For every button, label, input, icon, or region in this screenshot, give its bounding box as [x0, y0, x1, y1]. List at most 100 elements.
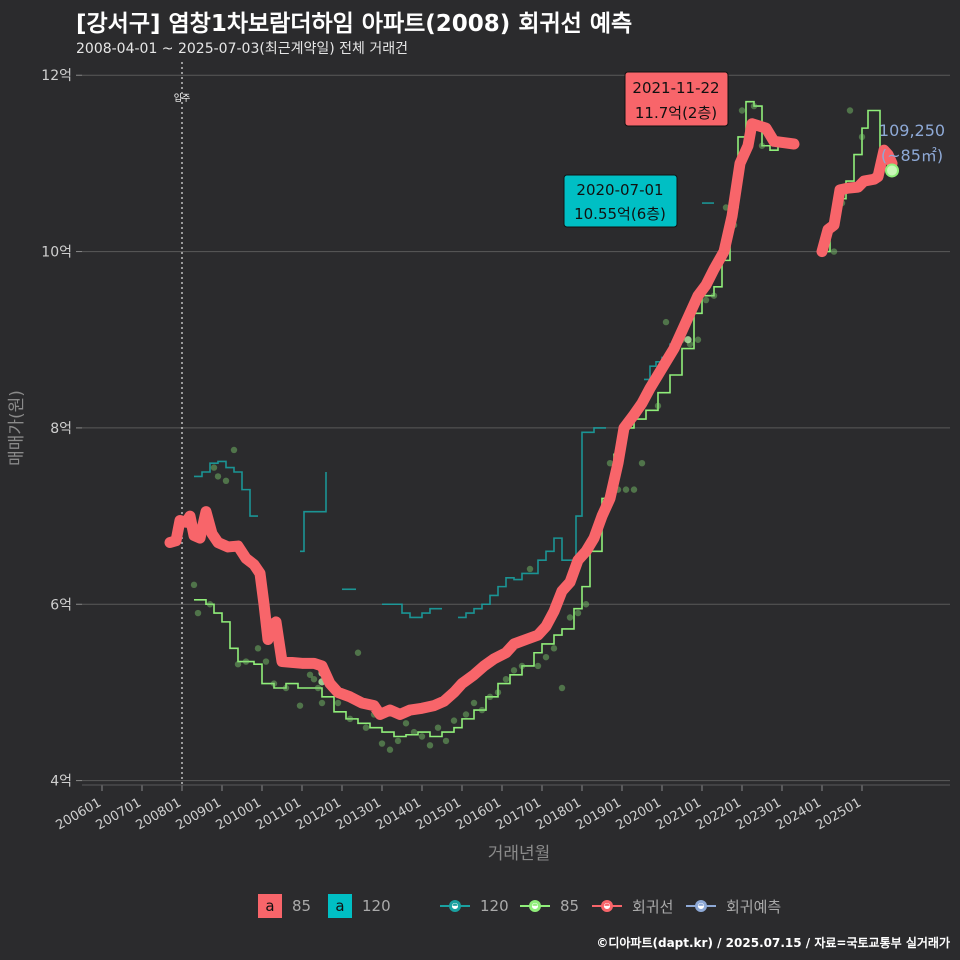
trade-point: [470, 699, 478, 707]
trade-point: [450, 717, 458, 724]
x-tick-label: 202501: [814, 795, 864, 833]
trade-point: [394, 737, 402, 745]
trade-point: [234, 661, 242, 668]
x-tick-label: 200701: [94, 795, 144, 833]
trade-point: [314, 684, 322, 692]
trade-point: [354, 649, 362, 656]
trade-point: [494, 689, 502, 696]
trade-point: [306, 671, 314, 678]
series-120-step-line: [194, 460, 258, 517]
y-tick-label: 6억: [50, 597, 72, 613]
x-tick-labels: 2006012007012008012009012010012011012012…: [54, 795, 864, 833]
y-axis-title: 매매가(원): [7, 390, 27, 466]
x-tick-label: 202201: [694, 795, 744, 833]
legend-line-120: ◒ 120: [440, 892, 509, 920]
trade-point: [478, 706, 486, 714]
y-tick-label: 12억: [41, 68, 72, 84]
annotation-cyan: 2020-07-01 10.55억(6층): [563, 174, 678, 228]
legend-line-120-icon: ◒: [451, 901, 459, 910]
legend-fill-85: a 85: [258, 892, 311, 920]
trade-point: [858, 133, 866, 141]
annotation-cyan-value: 10.55억(6층): [574, 205, 666, 223]
source-caption: ©디아파트(dapt.kr) / 2025.07.15 / 자료=국토교통부 실…: [596, 936, 950, 950]
trade-point: [214, 473, 222, 480]
trade-point: [262, 658, 270, 665]
trade-point: [630, 486, 638, 493]
trade-point: [638, 459, 646, 467]
trade-point: [242, 658, 250, 665]
y-tick-label: 10억: [41, 245, 72, 261]
trade-point: [206, 601, 214, 608]
trade-point: [502, 675, 510, 683]
trade-point: [362, 724, 370, 731]
predict-price-label: 109,250: [879, 121, 945, 140]
trade-point: [830, 248, 838, 255]
annotation-red-date: 2021-11-22: [632, 79, 719, 97]
trade-point: [710, 292, 718, 299]
trade-point: [566, 614, 574, 621]
x-tick-label: 201401: [374, 795, 424, 833]
trade-point: [738, 107, 746, 114]
trade-point: [694, 336, 702, 343]
series-120-step-line: [382, 603, 442, 619]
trade-point: [334, 699, 342, 707]
legend-fill-85-label: 85: [292, 897, 312, 915]
trade-point: [518, 662, 526, 670]
trade-point: [534, 662, 542, 670]
legend-line-120-label: 120: [480, 897, 509, 915]
legend-line-85-icon: ◒: [531, 901, 539, 910]
trade-point: [758, 142, 766, 149]
trade-point: [662, 318, 670, 326]
trade-point: [270, 680, 278, 687]
chart-title: [강서구] 염창1차보람더하임 아파트(2008) 회귀선 예측: [76, 11, 633, 37]
trade-point: [462, 711, 470, 718]
legend-line-regression-icon: ◒: [603, 901, 611, 910]
x-tick-label: 201001: [214, 795, 264, 833]
series-120-step-line: [458, 427, 606, 619]
legend-line-regression-label: 회귀선: [632, 897, 674, 916]
trade-point: [526, 565, 534, 573]
x-tick-label: 202001: [614, 795, 664, 833]
trade-point: [750, 102, 758, 110]
legend-line-85-swatch: ◒: [520, 896, 550, 916]
annotation-red: 2021-11-22 11.7억(2층): [624, 71, 729, 127]
trade-point: [310, 675, 318, 683]
trade-point: [402, 720, 410, 727]
trade-point: [222, 477, 230, 485]
move-in-label: 입주: [174, 92, 191, 104]
trade-point-highlight: [684, 336, 692, 344]
x-tick-label: 200901: [174, 795, 224, 833]
trade-point: [418, 733, 426, 740]
legend-fill-120-label: 120: [362, 897, 391, 915]
y-tick-label: 4억: [50, 774, 72, 790]
trade-point: [190, 581, 198, 589]
trade-point: [846, 107, 854, 114]
trade-point: [426, 742, 434, 749]
annotation-layer: 2021-11-22 11.7억(2층) 2020-07-01 10.55억(6…: [563, 71, 945, 228]
trade-point: [606, 459, 614, 467]
x-tick-label: 201501: [414, 795, 464, 833]
legend-line-predict-swatch: ◒: [686, 896, 716, 916]
legend-line-regression: ◒ 회귀선: [592, 892, 673, 920]
y-tick-labels: 4억 6억 8억 10억 12억: [41, 68, 72, 789]
x-axis-title: 거래년월: [488, 844, 551, 864]
x-tick-label: 201701: [494, 795, 544, 833]
trade-point: [434, 724, 442, 731]
legend-fill-120: a 120: [328, 892, 391, 920]
trade-point: [282, 684, 290, 692]
legend-line-85-label: 85: [560, 897, 580, 915]
x-tick-label: 202301: [734, 795, 784, 833]
legend-line-120-swatch: ◒: [440, 896, 470, 916]
annotation-red-value: 11.7억(2층): [635, 104, 717, 122]
x-tick-label: 201601: [454, 795, 504, 833]
legend-line-regression-swatch: ◒: [592, 896, 622, 916]
y-tick-label: 8억: [50, 421, 72, 437]
x-tick-label: 202101: [654, 795, 704, 833]
x-tick-label: 201201: [294, 795, 344, 833]
prediction-point: [885, 163, 899, 178]
trade-point: [702, 296, 710, 304]
trade-point: [230, 446, 238, 454]
trade-point: [510, 667, 518, 674]
regression-layer: [164, 118, 899, 720]
